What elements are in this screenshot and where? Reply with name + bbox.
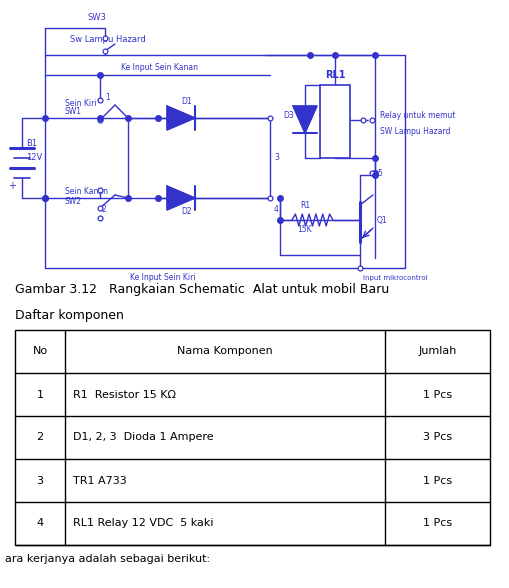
Text: Daftar komponen: Daftar komponen <box>15 309 124 322</box>
Text: SW3: SW3 <box>88 14 106 22</box>
FancyBboxPatch shape <box>319 85 349 158</box>
Text: 2: 2 <box>36 433 43 443</box>
Text: 12V: 12V <box>26 153 42 162</box>
Text: Ke Input Sein Kanan: Ke Input Sein Kanan <box>121 64 198 72</box>
Text: Sw Lampu Hazard: Sw Lampu Hazard <box>70 35 146 45</box>
Text: 1 Pcs: 1 Pcs <box>422 476 451 486</box>
Text: 5: 5 <box>376 169 381 178</box>
Text: 15K: 15K <box>297 226 312 235</box>
Text: Ke Input Sein Kiri: Ke Input Sein Kiri <box>130 273 195 282</box>
Text: Jumlah: Jumlah <box>417 346 456 356</box>
Text: 3 Pcs: 3 Pcs <box>422 433 451 443</box>
Text: 1 Pcs: 1 Pcs <box>422 389 451 399</box>
Text: 4: 4 <box>36 519 43 529</box>
Text: R1: R1 <box>299 202 309 211</box>
Polygon shape <box>166 106 194 130</box>
Text: D2: D2 <box>181 208 192 216</box>
Text: ara kerjanya adalah sebagai berikut:: ara kerjanya adalah sebagai berikut: <box>5 554 210 564</box>
Text: RL1 Relay 12 VDC  5 kaki: RL1 Relay 12 VDC 5 kaki <box>73 519 213 529</box>
Text: 4: 4 <box>273 205 278 215</box>
Text: D3: D3 <box>282 112 293 121</box>
Text: Sein Kiri: Sein Kiri <box>65 99 96 108</box>
Text: Gambar 3.12   Rangkaian Schematic  Alat untuk mobil Baru: Gambar 3.12 Rangkaian Schematic Alat unt… <box>15 283 388 296</box>
Text: D1: D1 <box>181 96 192 105</box>
Text: B1: B1 <box>26 139 37 148</box>
Text: No: No <box>33 346 47 356</box>
Text: 1: 1 <box>105 93 109 102</box>
Text: D1, 2, 3  Dioda 1 Ampere: D1, 2, 3 Dioda 1 Ampere <box>73 433 213 443</box>
Text: RL1: RL1 <box>324 70 345 80</box>
Text: 2: 2 <box>102 205 106 215</box>
Text: R1  Resistor 15 KΩ: R1 Resistor 15 KΩ <box>73 389 176 399</box>
Bar <box>15 330 489 545</box>
Text: SW2: SW2 <box>65 196 82 205</box>
Text: Sein Kanan: Sein Kanan <box>65 186 108 195</box>
Text: SW1: SW1 <box>65 108 82 116</box>
Text: 3: 3 <box>37 476 43 486</box>
Text: SW Lampu Hazard: SW Lampu Hazard <box>379 128 449 136</box>
Text: Nama Komponen: Nama Komponen <box>177 346 272 356</box>
Text: 1: 1 <box>37 389 43 399</box>
Text: Q1: Q1 <box>376 215 387 225</box>
Polygon shape <box>293 106 317 133</box>
Text: Relay untuk memut: Relay untuk memut <box>379 111 455 119</box>
Text: +: + <box>8 181 16 191</box>
Text: MERCU BUANA: MERCU BUANA <box>70 469 439 512</box>
Text: Input mikrocontrol: Input mikrocontrol <box>362 275 427 281</box>
Text: T   A   S: T A S <box>212 450 297 470</box>
Text: TR1 A733: TR1 A733 <box>73 476 127 486</box>
Polygon shape <box>166 186 194 210</box>
Text: 1 Pcs: 1 Pcs <box>422 519 451 529</box>
Text: 3: 3 <box>273 153 278 162</box>
